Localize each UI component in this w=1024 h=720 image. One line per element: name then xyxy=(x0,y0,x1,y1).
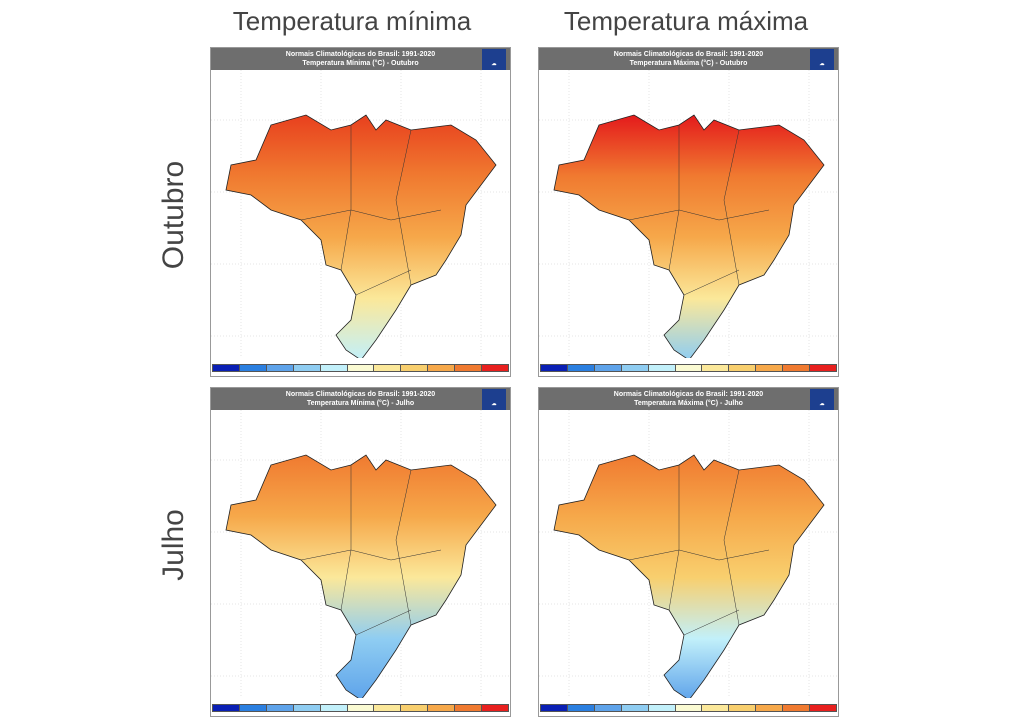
temperature-map xyxy=(539,410,838,698)
colorbar-bin xyxy=(347,365,375,371)
colorbar-bin xyxy=(702,705,730,711)
panel-header: Normais Climatológicas do Brasil: 1991-2… xyxy=(211,48,510,70)
temperature-map xyxy=(211,70,510,358)
colorbar-bin xyxy=(621,365,649,371)
colorbar-bin xyxy=(428,705,456,711)
header-line-1: Normais Climatológicas do Brasil: 1991-2… xyxy=(285,51,436,58)
colorbar-bin xyxy=(541,705,568,711)
colorbar-bin xyxy=(541,365,568,371)
colorbar-bin xyxy=(648,705,676,711)
colorbar-bin xyxy=(567,705,595,711)
temperature-map xyxy=(539,70,838,358)
colorbar-bin xyxy=(293,705,321,711)
map-panel-max-julho: Normais Climatológicas do Brasil: 1991-2… xyxy=(538,387,839,717)
colorbar-bin xyxy=(756,365,784,371)
colorbar xyxy=(540,704,837,712)
row-title-october: Outubro xyxy=(157,160,190,270)
colorbar-bin xyxy=(266,705,294,711)
colorbar-bin xyxy=(594,365,622,371)
colorbar-bin xyxy=(482,705,508,711)
colorbar-bin xyxy=(482,365,508,371)
column-title-min: Temperatura mínima xyxy=(232,6,472,36)
header-line-2: Temperatura Máxima (°C) - Julho xyxy=(634,400,743,407)
colorbar-bin xyxy=(213,365,240,371)
colorbar-bin xyxy=(783,365,811,371)
panel-header: Normais Climatológicas do Brasil: 1991-2… xyxy=(539,48,838,70)
inmet-logo: ☁ xyxy=(482,49,506,70)
colorbar-bin xyxy=(783,705,811,711)
brazil-shape xyxy=(225,114,497,358)
colorbar-bin xyxy=(756,705,784,711)
header-line-1: Normais Climatológicas do Brasil: 1991-2… xyxy=(613,391,764,398)
panel-header: Normais Climatológicas do Brasil: 1991-2… xyxy=(211,388,510,410)
colorbar-bin xyxy=(455,365,483,371)
colorbar-bin xyxy=(729,365,757,371)
inmet-logo: ☁ xyxy=(482,389,506,410)
map-panel-max-outubro: Normais Climatológicas do Brasil: 1991-2… xyxy=(538,47,839,377)
colorbar-bin xyxy=(729,705,757,711)
colorbar-bin xyxy=(567,365,595,371)
colorbar xyxy=(540,364,837,372)
colorbar xyxy=(212,704,509,712)
colorbar-bin xyxy=(347,705,375,711)
brazil-shape xyxy=(225,454,497,698)
brazil-shape xyxy=(553,454,825,698)
header-line-2: Temperatura Mínima (°C) - Julho xyxy=(306,400,415,407)
column-title-max: Temperatura máxima xyxy=(563,6,809,36)
colorbar-bin xyxy=(239,705,267,711)
map-panel-min-outubro: Normais Climatológicas do Brasil: 1991-2… xyxy=(210,47,511,377)
colorbar-bin xyxy=(810,365,836,371)
colorbar-bin xyxy=(702,365,730,371)
colorbar-bin xyxy=(293,365,321,371)
colorbar-bin xyxy=(374,365,402,371)
colorbar-bin xyxy=(675,705,703,711)
header-line-1: Normais Climatológicas do Brasil: 1991-2… xyxy=(613,51,764,58)
colorbar-bin xyxy=(401,705,429,711)
inmet-logo: ☁ xyxy=(810,389,834,410)
colorbar-bin xyxy=(621,705,649,711)
colorbar-bin xyxy=(648,365,676,371)
brazil-shape xyxy=(553,114,825,358)
panel-header: Normais Climatológicas do Brasil: 1991-2… xyxy=(539,388,838,410)
colorbar-bin xyxy=(401,365,429,371)
colorbar-bin xyxy=(320,365,348,371)
colorbar-bin xyxy=(266,365,294,371)
colorbar-bin xyxy=(594,705,622,711)
row-title-july: Julho xyxy=(157,509,190,581)
colorbar-bin xyxy=(239,365,267,371)
header-line-2: Temperatura Mínima (°C) - Outubro xyxy=(302,60,419,67)
colorbar xyxy=(212,364,509,372)
colorbar-bin xyxy=(428,365,456,371)
temperature-map xyxy=(211,410,510,698)
inmet-logo: ☁ xyxy=(810,49,834,70)
map-panel-min-julho: Normais Climatológicas do Brasil: 1991-2… xyxy=(210,387,511,717)
colorbar-bin xyxy=(810,705,836,711)
header-line-1: Normais Climatológicas do Brasil: 1991-2… xyxy=(285,391,436,398)
colorbar-bin xyxy=(320,705,348,711)
colorbar-bin xyxy=(213,705,240,711)
colorbar-bin xyxy=(374,705,402,711)
colorbar-bin xyxy=(455,705,483,711)
colorbar-bin xyxy=(675,365,703,371)
header-line-2: Temperatura Máxima (°C) - Outubro xyxy=(629,60,748,67)
